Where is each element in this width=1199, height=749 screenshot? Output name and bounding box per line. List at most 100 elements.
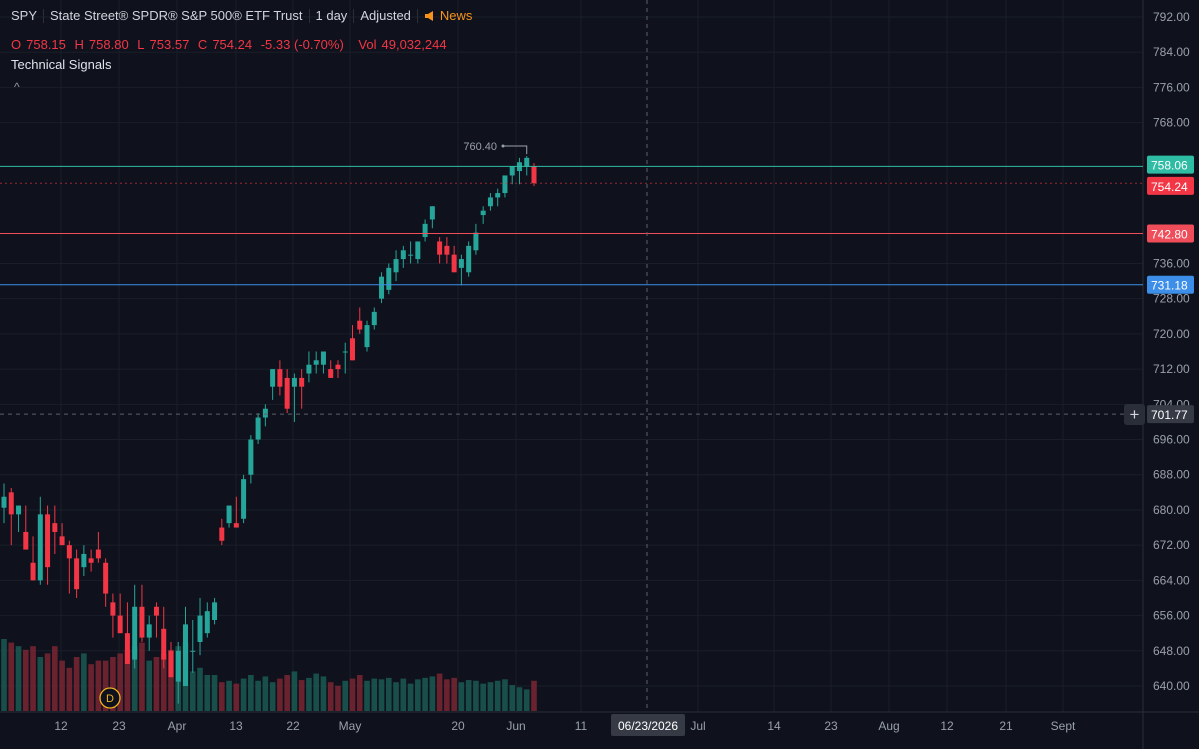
candle-body <box>117 615 123 634</box>
candle-body <box>175 650 181 682</box>
volume-bar <box>349 678 356 711</box>
candle-body <box>241 479 247 519</box>
time-axis[interactable]: 12 23 Apr 13 22 May 20 Jun 11 Jul 14 23 Aug 12 21 Sept 0… <box>54 714 1076 736</box>
high-marker-leader <box>503 145 528 155</box>
volume-bar <box>95 660 102 711</box>
volume-bar <box>458 682 465 711</box>
open-value: 758.15 <box>26 37 66 52</box>
volume-bar <box>8 642 15 711</box>
volume-bar <box>15 646 22 711</box>
volume-bar <box>327 682 334 711</box>
candle-body <box>161 628 167 660</box>
divider <box>43 9 45 23</box>
candle-body <box>422 223 428 238</box>
candle-body <box>16 505 22 515</box>
divider <box>308 9 310 23</box>
volume-bar <box>516 687 523 711</box>
price-axis[interactable]: 792.00 784.00 776.00 768.00 736.00 728.00 720.… <box>1147 10 1194 693</box>
volume-bars <box>1 639 537 711</box>
crosshair-date-label: 06/23/2026 <box>618 719 678 733</box>
candle-body <box>364 325 370 348</box>
volume-bar <box>124 649 131 711</box>
volume-bar <box>269 682 276 711</box>
volume-bar <box>117 653 123 711</box>
chart-markers: 760.40 D <box>99 141 528 709</box>
close-value: 754.24 <box>212 37 253 52</box>
time-tick-label: 11 <box>575 719 588 733</box>
volume-bar <box>465 680 472 711</box>
price-tick-label: 728.00 <box>1153 292 1190 306</box>
candle-body <box>132 606 138 660</box>
volume-bar <box>335 685 341 711</box>
candle-body <box>393 259 399 273</box>
price-tag-last: 754.24 <box>1151 180 1188 194</box>
interval-button[interactable]: 1 day <box>315 8 348 23</box>
price-tag-red: 742.80 <box>1151 228 1188 242</box>
collapse-caret-icon[interactable]: ^ <box>14 80 20 94</box>
volume-bar <box>407 683 414 711</box>
candle-body <box>335 364 341 370</box>
dividend-marker-label: D <box>106 693 114 705</box>
volume-value: 49,032,244 <box>381 37 447 52</box>
candle-body <box>437 241 443 255</box>
high-label: H <box>74 37 84 52</box>
time-tick-label: 20 <box>451 719 465 733</box>
price-tick-label: 776.00 <box>1153 80 1190 94</box>
candle-body <box>342 351 348 353</box>
volume-bar <box>473 680 479 711</box>
news-button[interactable]: News <box>419 6 478 26</box>
add-alert-plus-icon[interactable]: + <box>1124 404 1145 425</box>
candle-body <box>262 408 268 418</box>
time-tick-label: 12 <box>940 719 954 733</box>
change-value: -5.33 (-0.70%) <box>260 37 344 52</box>
price-tag-teal: 758.06 <box>1151 159 1188 173</box>
symbol-name[interactable]: State Street® SPDR® S&P 500® ETF Trust <box>50 8 303 23</box>
crosshair-price-tag-bg <box>1147 405 1194 424</box>
time-tick-label: 23 <box>112 719 126 733</box>
indicator-title[interactable]: Technical Signals <box>11 57 112 72</box>
volume-bar <box>262 676 269 711</box>
candle-body <box>59 536 65 546</box>
volume-bar <box>1 639 7 711</box>
time-tick-label: Aug <box>878 719 899 733</box>
volume-bar <box>422 677 428 711</box>
candle-body <box>153 606 159 616</box>
candle-body <box>487 197 493 207</box>
low-value: 753.57 <box>149 37 190 52</box>
candle-body <box>458 259 464 268</box>
adjusted-toggle[interactable]: Adjusted <box>360 8 411 23</box>
volume-bar <box>66 667 73 711</box>
candle-body <box>110 602 116 616</box>
time-tick-label: 22 <box>286 719 300 733</box>
time-tick-label: 23 <box>824 719 838 733</box>
candle-body <box>146 624 152 638</box>
candle-body <box>444 245 450 255</box>
volume-bar <box>444 679 450 711</box>
volume-bar <box>494 680 501 711</box>
volume-bar <box>131 646 138 711</box>
candle-body <box>88 558 94 563</box>
volume-bar <box>385 677 392 711</box>
volume-bar <box>73 657 80 711</box>
volume-bar <box>298 680 305 711</box>
volume-bar <box>81 653 87 711</box>
crosshair-date-bg <box>611 714 685 736</box>
volume-bar <box>248 675 254 711</box>
candle-body <box>357 320 363 330</box>
candle-body <box>349 338 355 361</box>
candle-body <box>502 175 508 194</box>
candle-body <box>8 492 14 515</box>
candle-body <box>233 523 239 528</box>
price-tag-blue: 731.18 <box>1151 279 1188 293</box>
candle-body <box>531 165 537 184</box>
time-tick-label: May <box>339 719 362 733</box>
candle-body <box>255 417 261 440</box>
candle-body <box>74 558 80 590</box>
volume-bar <box>189 671 196 711</box>
volume-bar <box>400 678 407 711</box>
price-tick-label: 656.00 <box>1153 609 1190 623</box>
symbol-label[interactable]: SPY <box>11 8 38 23</box>
time-tick-label: 12 <box>54 719 68 733</box>
